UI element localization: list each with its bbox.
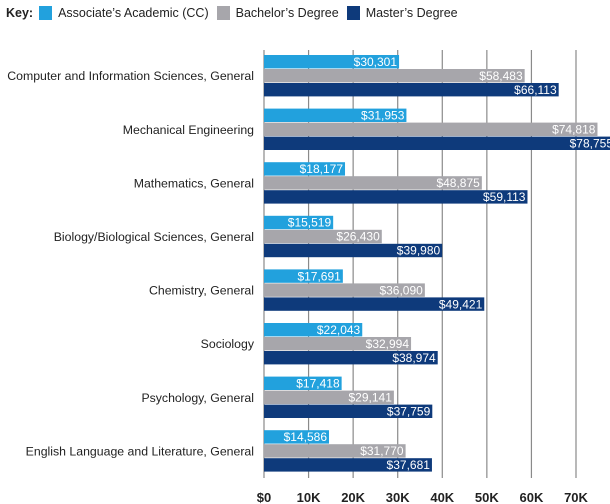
legend-label: Associate’s Academic (CC) [58,6,209,20]
bar-value-label: $17,418 [296,377,340,391]
bar [264,444,406,458]
bar [264,55,400,69]
category-label: Biology/Biological Sciences, General [54,230,254,244]
bar [264,376,342,390]
bar [264,390,394,404]
bar [264,297,485,311]
bar-value-label: $37,759 [387,405,431,419]
category-label: English Language and Literature, General [26,444,254,458]
bar-value-label: $31,770 [360,444,404,458]
bar [264,108,407,122]
bar [264,176,482,190]
bar [264,215,334,230]
bar-value-label: $48,875 [436,176,480,190]
bar [264,162,346,176]
bar-value-label: $18,177 [300,162,344,176]
x-tick-label: 70K [564,490,588,504]
category-label: Chemistry, General [149,284,254,298]
legend-swatch [216,6,230,20]
bar-value-label: $37,681 [387,458,431,472]
bar-value-label: $17,691 [297,269,341,283]
bar-value-label: $66,113 [514,83,557,97]
bar-value-label: $38,974 [392,351,436,365]
bar [264,337,412,351]
bar [264,458,432,472]
legend-item-associate: Associate’s Academic (CC) [39,6,209,20]
legend-swatch [39,6,53,20]
legend-swatch [346,6,360,20]
bar-value-label: $26,430 [336,230,380,244]
bar-value-label: $15,519 [288,216,332,230]
bar [264,83,559,97]
category-label: Sociology [201,337,255,351]
bar-value-label: $32,994 [366,337,410,351]
bar-value-label: $74,818 [552,123,596,137]
legend: Key: Associate’s Academic (CC) Bachelor’… [6,6,466,20]
bar-value-label: $49,421 [439,297,483,311]
bar [264,351,438,365]
bar-value-label: $36,090 [379,283,423,297]
x-tick-label: 20K [341,490,365,504]
bar [264,190,528,204]
bar-value-label: $14,586 [284,430,328,444]
bar-value-label: $59,113 [483,190,526,204]
x-tick-label: 50K [475,490,499,504]
bar-value-label: $29,141 [348,391,392,405]
legend-title: Key: [6,6,34,20]
legend-item-master: Master’s Degree [346,6,458,20]
bar-value-label: $39,980 [397,244,441,258]
bar [264,323,363,337]
bar [264,430,330,444]
category-label: Psychology, General [141,391,254,405]
bar [264,269,343,283]
bar [264,136,610,150]
category-label: Computer and Information Sciences, Gener… [7,69,254,83]
x-tick-label: 10K [297,490,321,504]
x-tick-label: 60K [519,490,543,504]
category-label: Mathematics, General [134,176,254,190]
legend-item-bachelor: Bachelor’s Degree [216,6,339,20]
bar [264,283,425,297]
bar [264,122,598,136]
category-label: Mechanical Engineering [123,123,254,137]
x-tick-label: $0 [257,490,271,504]
x-tick-label: 40K [430,490,454,504]
bar-value-label: $78,755 [570,137,610,151]
bar-value-label: $22,043 [317,323,361,337]
x-tick-label: 30K [386,490,410,504]
bar [264,69,525,83]
bar [264,404,433,418]
bar [264,243,443,258]
bar-value-label: $31,953 [361,109,405,123]
legend-label: Master’s Degree [365,6,458,20]
bar-value-label: $30,301 [354,55,398,69]
legend-label: Bachelor’s Degree [235,6,339,20]
bar [264,229,382,244]
bar-value-label: $58,483 [479,69,523,83]
